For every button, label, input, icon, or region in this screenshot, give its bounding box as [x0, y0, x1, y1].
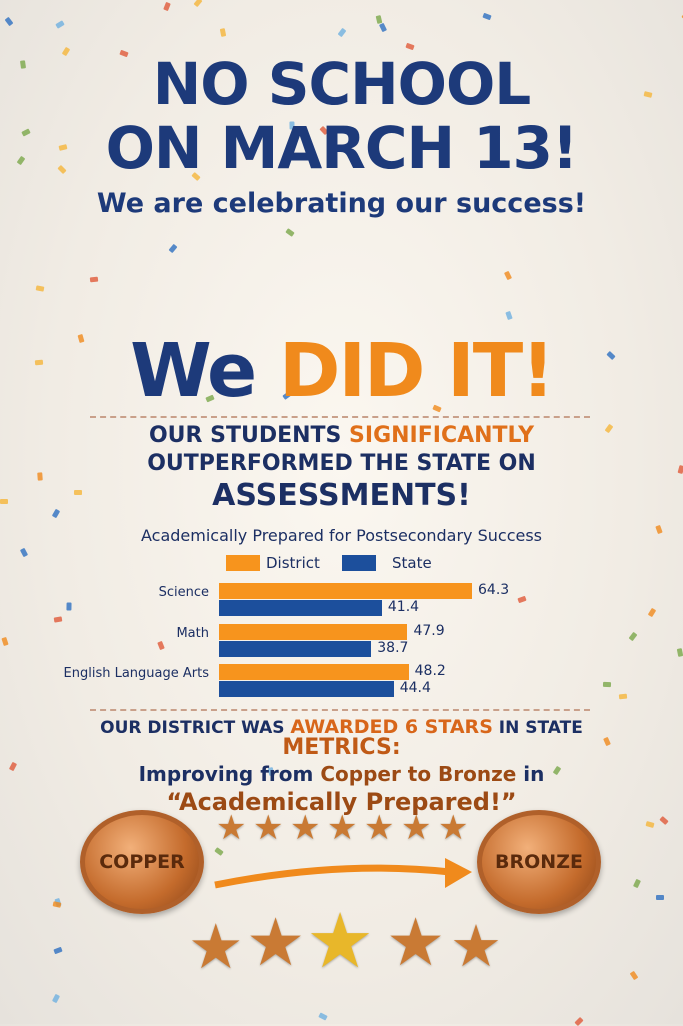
confetti-piece — [645, 820, 655, 828]
confetti-piece — [285, 228, 296, 238]
confetti-piece — [55, 19, 65, 29]
legend-label-district: District — [266, 554, 320, 572]
confetti-piece — [53, 947, 64, 955]
data-label: 47.9 — [413, 623, 445, 639]
we-did-it: We DID IT! — [0, 328, 683, 414]
confetti-piece — [66, 602, 72, 611]
confetti-piece — [4, 16, 14, 26]
confetti-piece — [503, 270, 512, 281]
confetti-piece — [0, 498, 9, 504]
improving-text: Improving from — [138, 762, 314, 786]
divider — [90, 416, 590, 418]
star-icon: ★ — [401, 808, 432, 848]
confetti-piece — [633, 878, 641, 889]
outperform-part1: OUR STUDENTS — [148, 423, 342, 448]
headline-line2: ON MARCH 13! — [105, 114, 579, 182]
star-icon: ★ — [216, 808, 247, 848]
bar-district — [219, 664, 409, 680]
star-icon: ★ — [438, 808, 469, 848]
star-icon: ★ — [253, 808, 284, 848]
chart-title: Academically Prepared for Postsecondary … — [140, 526, 543, 545]
confetti-piece — [0, 636, 9, 647]
copper-to-bronze: Copper to Bronze — [320, 762, 517, 786]
bar-state — [219, 600, 382, 616]
category-text: “Academically Prepared!” — [166, 788, 517, 816]
star-icon: ★ — [364, 808, 395, 848]
in-text: in — [523, 762, 545, 786]
confetti-piece — [656, 895, 665, 901]
bronze-medal: BRONZE — [477, 810, 601, 914]
data-label: 44.4 — [399, 680, 431, 696]
awards-part1: OUR DISTRICT WAS — [100, 718, 285, 738]
legend-label-state: State — [392, 554, 432, 572]
confetti-piece — [647, 607, 657, 618]
divider — [90, 709, 590, 711]
outperform-part2: OUTPERFORMED THE STATE ON — [147, 451, 536, 476]
confetti-piece — [51, 993, 60, 1004]
confetti-piece — [318, 1012, 328, 1021]
outperform-part3: ASSESSMENTS! — [212, 478, 471, 513]
category-label: Math — [176, 626, 209, 641]
did-it-text: DID IT! — [279, 328, 555, 414]
confetti-piece — [219, 27, 226, 37]
confetti-piece — [676, 648, 683, 658]
confetti-piece — [574, 1016, 584, 1026]
category-label: Science — [158, 585, 209, 600]
star-icon: ★ — [290, 808, 321, 848]
confetti-piece — [157, 640, 165, 651]
outperform-highlight: SIGNIFICANTLY — [349, 423, 535, 448]
awards-heading: OUR DISTRICT WAS AWARDED 6 STARS IN STAT… — [0, 716, 683, 738]
category-label: English Language Arts — [63, 666, 209, 681]
bar-state — [219, 641, 372, 657]
data-label: 48.2 — [414, 663, 446, 679]
subtitle: We are celebrating our success! — [96, 188, 587, 219]
confetti-piece — [628, 631, 637, 642]
star-icon: ★ — [327, 808, 358, 848]
confetti-piece — [618, 693, 628, 700]
confetti-piece — [53, 616, 62, 624]
confetti-piece — [163, 1, 171, 11]
headline-line1: NO SCHOOL — [152, 50, 532, 118]
confetti-piece — [35, 285, 44, 292]
outperform-heading: OUR STUDENTS SIGNIFICANTLY OUTPERFORMED … — [0, 422, 683, 514]
copper-medal: COPPER — [80, 810, 204, 914]
confetti-piece — [337, 27, 347, 38]
legend-swatch-state — [342, 555, 376, 571]
confetti-piece — [168, 244, 178, 254]
legend-swatch-district — [226, 555, 260, 571]
confetti-piece — [89, 276, 99, 283]
data-label: 38.7 — [377, 640, 409, 656]
confetti-piece — [629, 970, 639, 980]
confetti-piece — [602, 681, 612, 687]
star-icon: ★ — [450, 912, 502, 980]
confetti-piece — [482, 12, 492, 21]
confetti-piece — [505, 310, 514, 320]
star-icon: ★ — [188, 910, 244, 983]
we-text: We — [130, 328, 257, 414]
confetti-piece — [19, 547, 28, 557]
star-icon: ★ — [246, 904, 306, 981]
confetti-piece — [378, 22, 387, 32]
data-label: 64.3 — [478, 582, 510, 598]
awards-highlight: AWARDED 6 STARS — [290, 716, 493, 738]
headline: NO SCHOOL ON MARCH 13! — [0, 52, 683, 180]
arrow-icon — [214, 858, 472, 889]
confetti-piece — [659, 815, 669, 825]
star-icon: ★ — [386, 904, 446, 981]
confetti-piece — [193, 0, 203, 8]
metrics-heading: METRICS: — [282, 735, 401, 760]
confetti-piece — [517, 595, 527, 603]
bar-district — [219, 583, 472, 599]
star-icon: ★ — [306, 896, 375, 985]
improvement-text: Improving from Copper to Bronze in “Acad… — [0, 760, 683, 816]
confetti-piece — [375, 15, 383, 25]
bar-district — [219, 624, 408, 640]
data-label: 41.4 — [387, 599, 420, 615]
bar-state — [219, 681, 394, 697]
awards-part2: IN STATE — [498, 718, 583, 738]
confetti-piece — [52, 901, 62, 908]
